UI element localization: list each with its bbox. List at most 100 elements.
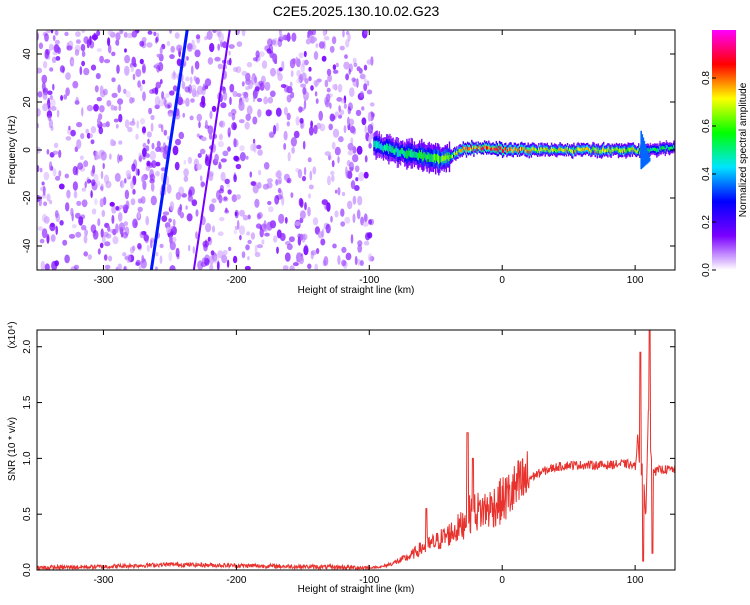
noise-cell (70, 59, 75, 65)
noise-cell (352, 154, 359, 163)
noise-cell (131, 245, 136, 252)
noise-cell (137, 198, 143, 204)
noise-cell (273, 124, 277, 135)
noise-cell (39, 238, 45, 244)
noise-cell (219, 184, 224, 192)
noise-cell (191, 84, 196, 90)
signal-cell (507, 148, 509, 152)
signal-cell (400, 148, 403, 154)
noise-cell (339, 45, 345, 51)
noise-cell (95, 73, 101, 80)
noise-cell (292, 262, 299, 267)
noise-cell (290, 137, 297, 147)
signal-cell (424, 152, 426, 159)
noise-cell (332, 64, 337, 71)
signal-cell (380, 143, 383, 150)
signal-cell (489, 146, 491, 150)
noise-cell (343, 61, 350, 70)
noise-cell (195, 209, 199, 217)
noise-cell (192, 246, 195, 254)
noise-cell (264, 232, 270, 237)
noise-cell (191, 65, 194, 75)
signal-cell (458, 149, 460, 153)
noise-cell (103, 231, 109, 237)
signal-cell (497, 149, 500, 153)
noise-cell (254, 244, 258, 254)
noise-cell (64, 31, 69, 37)
noise-cell (328, 123, 334, 131)
signal-cell (628, 147, 630, 152)
noise-cell (188, 84, 193, 94)
noise-cell (202, 103, 205, 109)
signal-cell (406, 149, 408, 159)
noise-cell (335, 62, 339, 68)
noise-cell (356, 209, 361, 220)
noise-cell (281, 60, 285, 71)
signal-cell (621, 148, 623, 153)
signal-cell (607, 148, 609, 153)
noise-cell (307, 263, 312, 270)
signal-cell (659, 145, 661, 150)
noise-cell (363, 240, 370, 246)
signal-cell (538, 147, 540, 151)
signal-cell (672, 147, 674, 150)
noise-cell (311, 30, 316, 36)
signal-cell (475, 145, 477, 149)
noise-cell (58, 149, 62, 158)
noise-cell (223, 196, 228, 201)
noise-cell (326, 202, 331, 212)
noise-cell (283, 130, 288, 141)
noise-cell (367, 253, 373, 262)
noise-cell (295, 56, 299, 66)
signal-cell (381, 145, 384, 151)
spike-cell (644, 144, 647, 166)
noise-cell (187, 156, 193, 164)
noise-cell (342, 30, 345, 38)
signal-cell (533, 147, 536, 152)
noise-cell (264, 81, 271, 91)
noise-cell (48, 118, 54, 129)
noise-cell (75, 231, 82, 238)
noise-cell (324, 151, 331, 157)
noise-cell (359, 260, 364, 266)
signal-cell (472, 145, 474, 150)
noise-cell (94, 198, 98, 206)
noise-cell (201, 95, 206, 106)
noise-cell (205, 222, 212, 233)
signal-cell (656, 148, 658, 153)
noise-cell (123, 266, 127, 270)
signal-cell (579, 148, 581, 152)
noise-cell (208, 132, 213, 140)
noise-cell (154, 104, 160, 110)
signal-cell (542, 148, 544, 152)
noise-cell (236, 194, 241, 200)
signal-cell (648, 149, 651, 153)
signal-cell (427, 152, 429, 160)
noise-cell (231, 194, 238, 203)
noise-cell (106, 100, 112, 107)
noise-cell (90, 126, 97, 134)
signal-cell (419, 150, 421, 158)
noise-cell (47, 90, 53, 96)
signal-cell (551, 148, 554, 152)
signal-cell (432, 154, 435, 163)
noise-cell (226, 259, 230, 268)
noise-cell (201, 86, 206, 96)
noise-cell (343, 95, 347, 104)
noise-cell (338, 136, 344, 143)
signal-cell (673, 144, 675, 149)
signal-cell (575, 149, 577, 153)
signal-cell (555, 148, 557, 153)
noise-cell (43, 60, 48, 69)
noise-cell (124, 48, 127, 53)
noise-cell (199, 175, 203, 182)
noise-cell (338, 105, 341, 112)
signal-cell (534, 148, 537, 152)
signal-cell (577, 146, 579, 151)
noise-cell (197, 260, 204, 270)
signal-cell (487, 146, 489, 150)
noise-cell (68, 233, 76, 239)
noise-cell (241, 81, 245, 87)
noise-cell (65, 87, 70, 97)
